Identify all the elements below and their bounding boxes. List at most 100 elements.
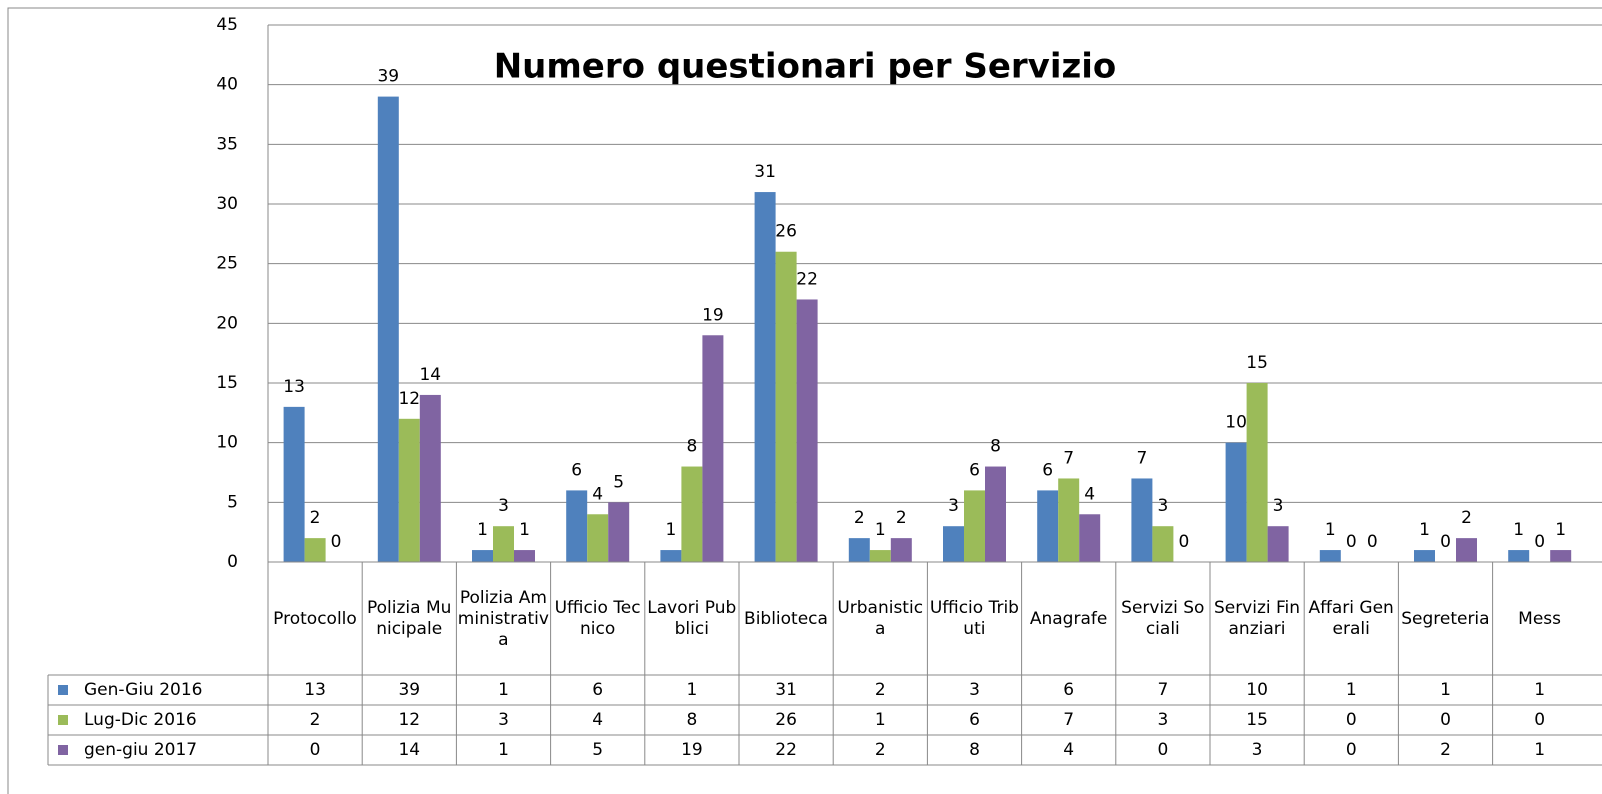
data-label: 3 <box>498 496 509 516</box>
bar <box>796 299 818 562</box>
data-label: 1 <box>665 520 676 540</box>
data-label: 7 <box>1136 448 1147 468</box>
bar <box>660 550 682 562</box>
x-tick-label: Biblioteca <box>744 608 828 629</box>
table-cell: 8 <box>969 740 980 760</box>
table-cell: 19 <box>681 740 703 760</box>
data-label: 3 <box>1157 496 1168 516</box>
data-label: 39 <box>377 67 399 87</box>
table-cell: 2 <box>1440 740 1451 760</box>
bar <box>472 550 493 562</box>
table-cell: 7 <box>1063 710 1074 730</box>
table-cell: 6 <box>592 680 603 700</box>
data-label: 8 <box>686 437 697 457</box>
bar <box>283 406 305 562</box>
bar <box>775 251 797 562</box>
table-cell: 39 <box>398 680 420 700</box>
table-cell: 31 <box>775 680 797 700</box>
table-cell: 0 <box>1157 740 1168 760</box>
bar <box>1246 383 1268 562</box>
table-cell: 10 <box>1246 680 1268 700</box>
bar <box>1508 550 1530 562</box>
table-cell: 15 <box>1246 710 1268 730</box>
bar <box>1131 478 1153 562</box>
data-label: 14 <box>419 365 441 385</box>
table-cell: 1 <box>1440 680 1451 700</box>
data-label: 3 <box>948 496 959 516</box>
chart-title: Numero questionari per Servizio <box>494 47 1117 87</box>
bar <box>964 490 985 562</box>
x-tick-label-box: Urbanistica <box>837 598 923 639</box>
table-cell: 1 <box>1534 680 1545 700</box>
bar <box>587 514 609 562</box>
bar <box>681 466 703 562</box>
x-tick-label-box: Segreteria <box>1401 609 1489 629</box>
data-label: 13 <box>283 377 305 397</box>
data-label: 0 <box>1346 532 1357 552</box>
data-label: 1 <box>519 520 530 540</box>
data-label: 4 <box>592 484 603 504</box>
table-cell: 3 <box>1252 740 1263 760</box>
bar <box>377 96 399 562</box>
x-tick-label: Ufficio Tributi <box>929 598 1019 639</box>
table-cell: 8 <box>686 710 697 730</box>
data-label: 12 <box>398 389 420 409</box>
table-cell: 1 <box>875 710 886 730</box>
bar <box>1079 514 1101 562</box>
bar <box>1267 526 1289 562</box>
table-cell: 0 <box>1440 710 1451 730</box>
table-cell: 14 <box>398 740 420 760</box>
table-cell: 3 <box>969 680 980 700</box>
table-cell: 1 <box>1534 740 1545 760</box>
data-label: 19 <box>702 305 724 325</box>
x-tick-label-box: Anagrafe <box>1030 609 1107 629</box>
data-label: 0 <box>331 532 342 552</box>
table-cell: 3 <box>498 710 509 730</box>
table-cell: 7 <box>1157 680 1168 700</box>
bar <box>754 192 776 563</box>
data-label: 6 <box>969 460 980 480</box>
table-cell: 6 <box>969 710 980 730</box>
data-label: 22 <box>796 269 818 289</box>
x-tick-label: Affari Generali <box>1308 598 1394 639</box>
bar <box>1058 478 1080 562</box>
x-tick-label: Polizia Amministrativa <box>457 587 549 650</box>
x-tick-label: Mess <box>1518 608 1562 629</box>
y-tick-label: 0 <box>227 552 238 572</box>
data-label: 1 <box>477 520 488 540</box>
y-tick-label: 25 <box>216 254 238 274</box>
x-tick-label-box: Servizi Sociali <box>1121 598 1204 639</box>
legend-label: gen-giu 2017 <box>84 740 197 760</box>
bar <box>304 538 326 562</box>
x-tick-label: Servizi Finanziari <box>1213 598 1301 639</box>
bar <box>1456 538 1477 562</box>
bar <box>608 502 630 562</box>
data-label: 15 <box>1246 353 1268 373</box>
table-cell: 1 <box>686 680 697 700</box>
data-label: 6 <box>571 460 582 480</box>
data-label: 3 <box>1273 496 1284 516</box>
table-cell: 26 <box>775 710 797 730</box>
table-cell: 2 <box>875 680 886 700</box>
y-tick-label: 40 <box>216 75 238 95</box>
data-label: 0 <box>1534 532 1545 552</box>
bar <box>514 550 535 562</box>
table-cell: 3 <box>1157 710 1168 730</box>
x-tick-label-box: Lavori Pubblici <box>647 598 737 639</box>
x-tick-label: Ufficio Tecnico <box>554 598 641 639</box>
x-tick-label: Lavori Pubblici <box>647 598 737 639</box>
bar <box>890 538 912 562</box>
x-tick-label-box: Mess <box>1518 608 1562 629</box>
data-label: 7 <box>1063 448 1074 468</box>
x-tick-label-box: Polizia Amministrativa <box>457 587 549 650</box>
y-tick-label: 30 <box>216 194 238 214</box>
y-tick-label: 15 <box>216 373 238 393</box>
data-label: 2 <box>1461 508 1472 528</box>
bar <box>1152 526 1174 562</box>
legend-label: Gen-Giu 2016 <box>84 680 203 700</box>
bar <box>702 335 724 562</box>
data-label: 2 <box>854 508 865 528</box>
table-cell: 1 <box>498 740 509 760</box>
y-tick-label: 10 <box>216 433 238 453</box>
